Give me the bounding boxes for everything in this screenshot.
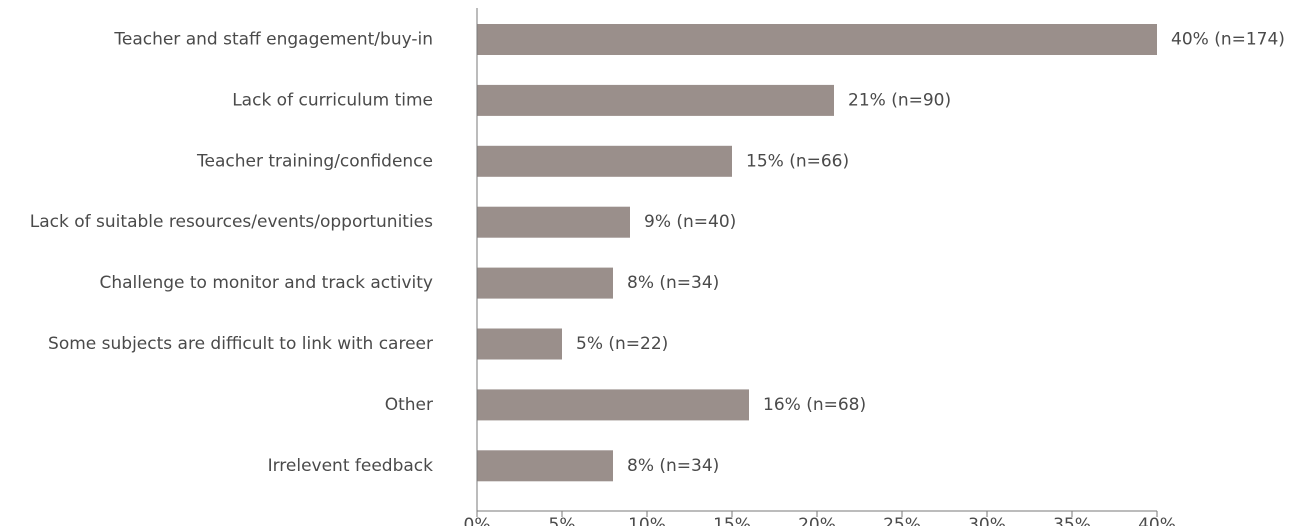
data-label: 9% (n=40) bbox=[644, 212, 736, 232]
x-tick-label: 30% bbox=[968, 515, 1006, 526]
bar bbox=[477, 450, 613, 482]
data-label: 8% (n=34) bbox=[627, 273, 719, 293]
category-label: Other bbox=[385, 395, 433, 415]
x-tick-label: 0% bbox=[464, 515, 491, 526]
bar bbox=[477, 145, 732, 177]
bar bbox=[477, 206, 630, 238]
x-tick-label: 5% bbox=[549, 515, 576, 526]
data-label: 15% (n=66) bbox=[746, 151, 849, 171]
bar bbox=[477, 267, 613, 299]
data-label: 21% (n=90) bbox=[848, 90, 951, 110]
x-tick-label: 15% bbox=[713, 515, 751, 526]
category-label: Teacher training/confidence bbox=[196, 151, 433, 171]
axes bbox=[476, 8, 1157, 512]
x-tick-label: 40% bbox=[1138, 515, 1176, 526]
x-tick-label: 10% bbox=[628, 515, 666, 526]
data-label: 5% (n=22) bbox=[576, 334, 668, 354]
category-label: Challenge to monitor and track activity bbox=[99, 273, 433, 293]
x-tick-label: 25% bbox=[883, 515, 921, 526]
category-label: Some subjects are difficult to link with… bbox=[48, 334, 433, 354]
x-tick-label: 35% bbox=[1053, 515, 1091, 526]
data-label: 16% (n=68) bbox=[763, 395, 866, 415]
x-tick-label: 20% bbox=[798, 515, 836, 526]
data-labels: 40% (n=174) 21% (n=90) 15% (n=66) 9% (n=40)… bbox=[576, 30, 1285, 476]
category-labels: Teacher and staff engagement/buy-in Lack … bbox=[30, 30, 433, 476]
category-label: Lack of curriculum time bbox=[232, 90, 433, 110]
bar bbox=[477, 24, 1157, 55]
bar bbox=[477, 328, 562, 360]
data-label: 40% (n=174) bbox=[1171, 30, 1285, 50]
bars-group bbox=[477, 24, 1157, 482]
category-label: Irrelevent feedback bbox=[268, 456, 434, 476]
bar bbox=[477, 84, 834, 116]
x-axis-ticks: 0% 5% 10% 15% 20% 25% 30% 35% 40% bbox=[464, 511, 1176, 526]
category-label: Teacher and staff engagement/buy-in bbox=[113, 30, 433, 50]
category-label: Lack of suitable resources/events/opport… bbox=[30, 212, 433, 232]
data-label: 8% (n=34) bbox=[627, 456, 719, 476]
bar bbox=[477, 389, 749, 421]
